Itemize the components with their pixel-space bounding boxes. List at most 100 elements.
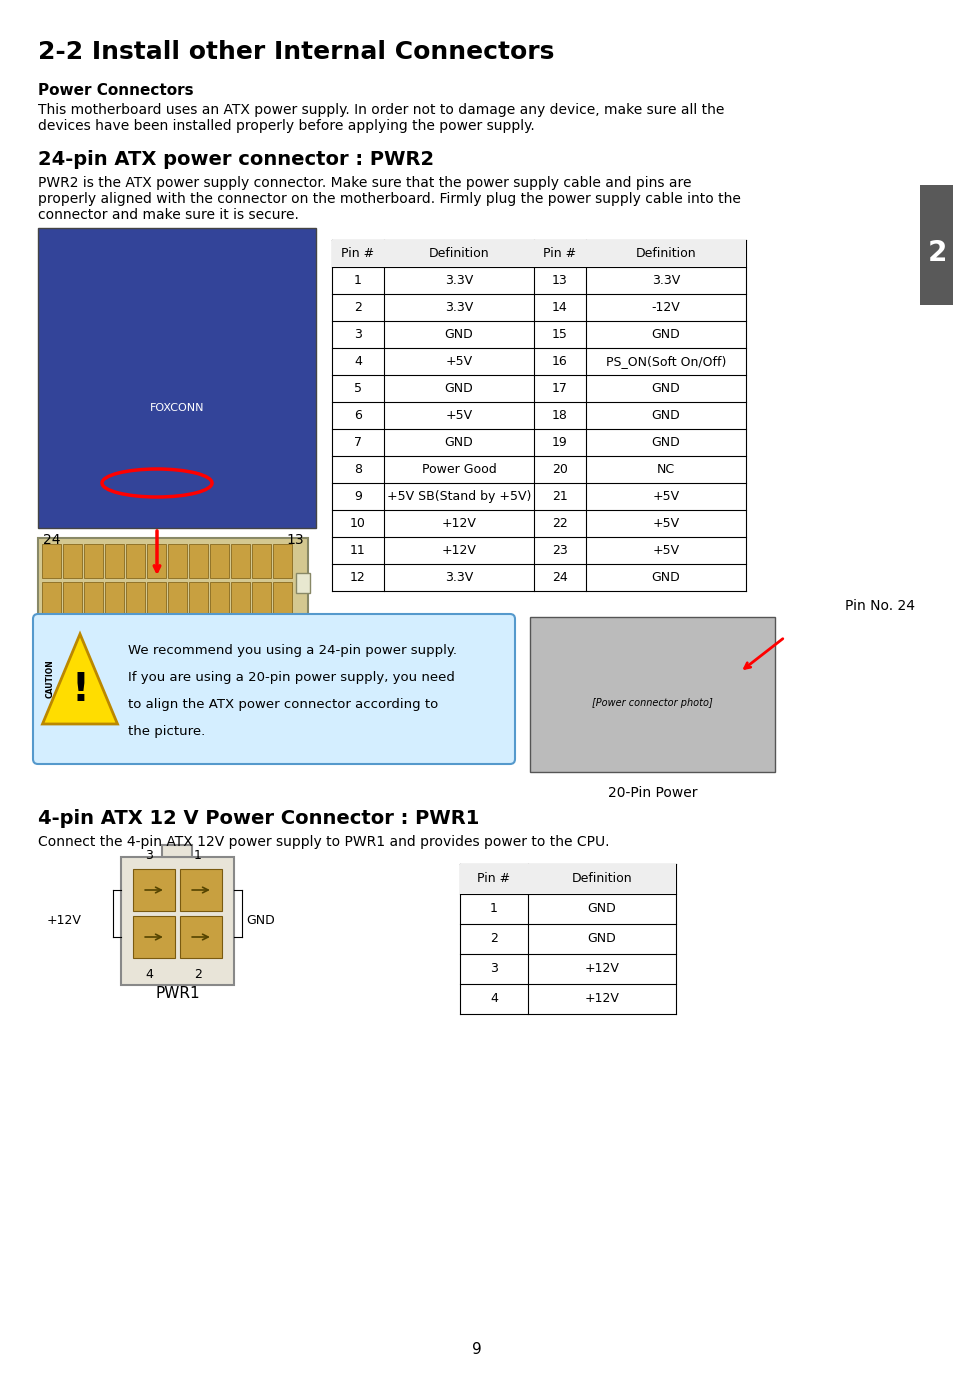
Text: +12V: +12V — [441, 517, 476, 530]
Text: GND: GND — [444, 436, 473, 449]
Text: properly aligned with the connector on the motherboard. Firmly plug the power su: properly aligned with the connector on t… — [38, 192, 740, 206]
Text: Pin #: Pin # — [341, 248, 375, 260]
Text: 2-2 Install other Internal Connectors: 2-2 Install other Internal Connectors — [38, 40, 554, 64]
Text: +12V: +12V — [584, 993, 618, 1005]
Bar — [231, 544, 250, 578]
Bar — [210, 582, 229, 615]
Bar — [42, 544, 61, 578]
Bar — [84, 582, 103, 615]
Text: +5V: +5V — [652, 490, 679, 503]
Text: 24-pin ATX power connector : PWR2: 24-pin ATX power connector : PWR2 — [38, 149, 434, 169]
Text: 12: 12 — [43, 636, 61, 650]
Text: 1: 1 — [354, 274, 361, 288]
Bar — [38, 538, 308, 628]
Text: This motherboard uses an ATX power supply. In order not to damage any device, ma: This motherboard uses an ATX power suppl… — [38, 102, 723, 118]
Text: We recommend you using a 24-pin power supply.: We recommend you using a 24-pin power su… — [128, 644, 456, 657]
Text: 3.3V: 3.3V — [444, 301, 473, 314]
Text: 2: 2 — [490, 932, 497, 946]
Bar — [147, 544, 166, 578]
Bar — [126, 582, 145, 615]
Bar — [180, 869, 222, 911]
Bar — [63, 544, 82, 578]
Text: +12V: +12V — [584, 963, 618, 975]
Text: 4-pin ATX 12 V Power Connector : PWR1: 4-pin ATX 12 V Power Connector : PWR1 — [38, 809, 478, 828]
Text: 12: 12 — [350, 571, 366, 584]
Text: 13: 13 — [552, 274, 567, 288]
Text: Power Connectors: Power Connectors — [38, 83, 193, 98]
Bar — [189, 544, 208, 578]
Text: 15: 15 — [552, 328, 567, 342]
Bar — [189, 582, 208, 615]
Text: GND: GND — [651, 571, 679, 584]
Bar — [105, 582, 124, 615]
Text: GND: GND — [651, 328, 679, 342]
Bar — [273, 544, 292, 578]
Text: connector and make sure it is secure.: connector and make sure it is secure. — [38, 207, 298, 223]
FancyBboxPatch shape — [33, 614, 515, 763]
Text: 22: 22 — [552, 517, 567, 530]
Bar — [332, 241, 745, 267]
Text: +5V: +5V — [445, 409, 472, 422]
Text: 2: 2 — [193, 968, 202, 981]
Text: devices have been installed properly before applying the power supply.: devices have been installed properly bef… — [38, 119, 535, 133]
Bar — [84, 544, 103, 578]
Bar — [231, 582, 250, 615]
Text: +5V SB(Stand by +5V): +5V SB(Stand by +5V) — [386, 490, 531, 503]
Text: 19: 19 — [552, 436, 567, 449]
Text: GND: GND — [444, 382, 473, 396]
Text: FOXCONN: FOXCONN — [150, 402, 204, 414]
Text: GND: GND — [444, 328, 473, 342]
Text: +5V: +5V — [652, 544, 679, 557]
Text: the picture.: the picture. — [128, 725, 205, 739]
Text: +12V: +12V — [441, 544, 476, 557]
Text: 21: 21 — [552, 490, 567, 503]
Text: +5V: +5V — [652, 517, 679, 530]
Text: 9: 9 — [354, 490, 361, 503]
Text: 1: 1 — [193, 849, 202, 862]
Text: [Power connector photo]: [Power connector photo] — [592, 697, 712, 708]
Text: Definition: Definition — [428, 248, 489, 260]
Text: 10: 10 — [350, 517, 366, 530]
Text: +12V: +12V — [46, 914, 81, 927]
Text: GND: GND — [587, 903, 616, 916]
Text: CAUTION: CAUTION — [46, 660, 55, 698]
Bar — [38, 228, 315, 528]
Text: 5: 5 — [354, 382, 361, 396]
Text: !: ! — [71, 671, 89, 709]
Bar — [180, 916, 222, 958]
Text: GND: GND — [651, 436, 679, 449]
Bar — [252, 544, 271, 578]
Text: GND: GND — [587, 932, 616, 946]
Text: GND: GND — [651, 409, 679, 422]
Text: 20: 20 — [552, 463, 567, 476]
Text: 1: 1 — [490, 903, 497, 916]
Text: 7: 7 — [354, 436, 361, 449]
Text: to align the ATX power connector according to: to align the ATX power connector accordi… — [128, 698, 437, 711]
Text: 13: 13 — [286, 532, 303, 548]
Bar — [530, 617, 774, 772]
Bar — [132, 916, 174, 958]
Text: 18: 18 — [552, 409, 567, 422]
Text: Pin #: Pin # — [476, 873, 510, 885]
Text: 23: 23 — [552, 544, 567, 557]
Bar — [42, 582, 61, 615]
Text: PWR2: PWR2 — [149, 651, 197, 669]
Bar — [168, 582, 187, 615]
Text: Connect the 4-pin ATX 12V power supply to PWR1 and provides power to the CPU.: Connect the 4-pin ATX 12V power supply t… — [38, 835, 609, 849]
Text: 4: 4 — [354, 355, 361, 368]
Bar — [252, 582, 271, 615]
Bar — [459, 864, 676, 893]
Text: 24: 24 — [552, 571, 567, 584]
Bar — [132, 869, 174, 911]
Bar — [121, 857, 233, 985]
Text: 3: 3 — [354, 328, 361, 342]
Bar — [168, 544, 187, 578]
Text: 9: 9 — [472, 1343, 481, 1358]
Text: If you are using a 20-pin power supply, you need: If you are using a 20-pin power supply, … — [128, 671, 455, 685]
Bar — [126, 544, 145, 578]
Text: 3.3V: 3.3V — [651, 274, 679, 288]
Text: GND: GND — [246, 914, 274, 927]
Text: PS_ON(Soft On/Off): PS_ON(Soft On/Off) — [605, 355, 725, 368]
Text: 6: 6 — [354, 409, 361, 422]
Text: Pin #: Pin # — [543, 248, 576, 260]
